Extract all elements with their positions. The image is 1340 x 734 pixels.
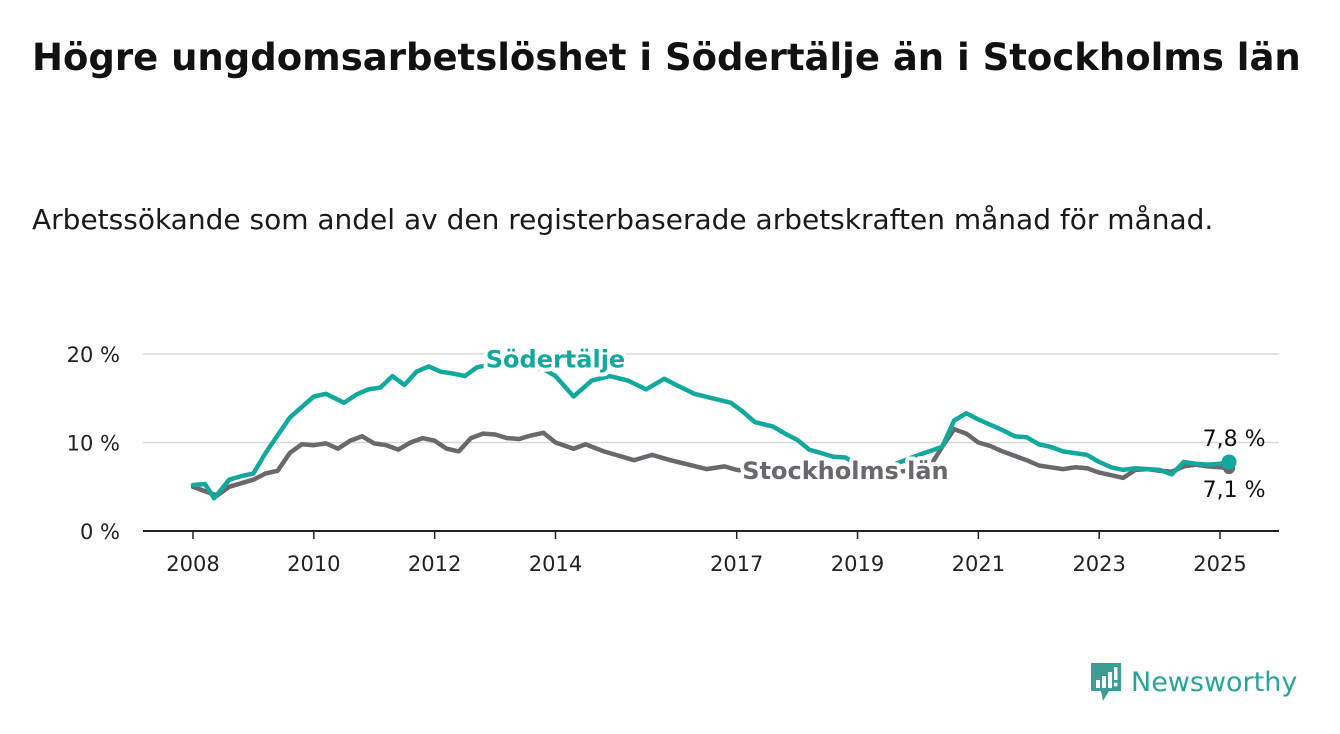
x-tick-label: 2008 — [166, 552, 219, 576]
sodertalje-end-point — [1221, 454, 1237, 470]
sodertalje-series-label: Södertälje — [486, 345, 625, 373]
stockholms-lan-series-label: Stockholms län — [742, 457, 948, 485]
brand-name: Newsworthy — [1131, 666, 1298, 698]
grid-lines — [143, 353, 1279, 444]
y-tick-label: 10 % — [67, 432, 120, 456]
sodertalje-end-label: 7,8 % — [1203, 427, 1266, 452]
y-axis: 0 % 10 % 20 % — [67, 343, 120, 544]
x-tick-label: 2012 — [408, 552, 461, 576]
x-tick-label: 2025 — [1193, 552, 1246, 576]
series-labels: 7,8 %7,1 %SödertäljeSödertäljeStockholms… — [482, 341, 1266, 503]
sodertalje-label-halo: Södertälje — [486, 345, 625, 373]
chart-subtitle: Arbetssökande som andel av den registerb… — [32, 203, 1214, 236]
x-axis: 2008 2010 2012 2014 2017 2019 2021 2023 2025 — [143, 530, 1279, 576]
x-tick-label: 2010 — [287, 552, 340, 576]
x-tick-label: 2023 — [1072, 552, 1125, 576]
stockholms-lan-end-label: 7,1 % — [1203, 478, 1266, 503]
x-tick-label: 2017 — [710, 552, 763, 576]
y-tick-label: 0 % — [80, 520, 120, 544]
stockholms-lan-line — [190, 426, 1232, 498]
x-tick-label: 2014 — [529, 552, 582, 576]
x-tick-label: 2021 — [952, 552, 1005, 576]
series-lines — [190, 359, 1237, 501]
brand-logo: Newsworthy — [1089, 660, 1297, 704]
stockholms-lan-label-halo: Stockholms län — [742, 457, 948, 485]
chart-title: Högre ungdomsarbetslöshet i Södertälje ä… — [32, 36, 1301, 79]
x-tick-label: 2019 — [831, 552, 884, 576]
newsworthy-chart-bubble-icon — [1091, 663, 1121, 701]
y-tick-label: 20 % — [67, 343, 120, 367]
sodertalje-line — [190, 359, 1232, 501]
